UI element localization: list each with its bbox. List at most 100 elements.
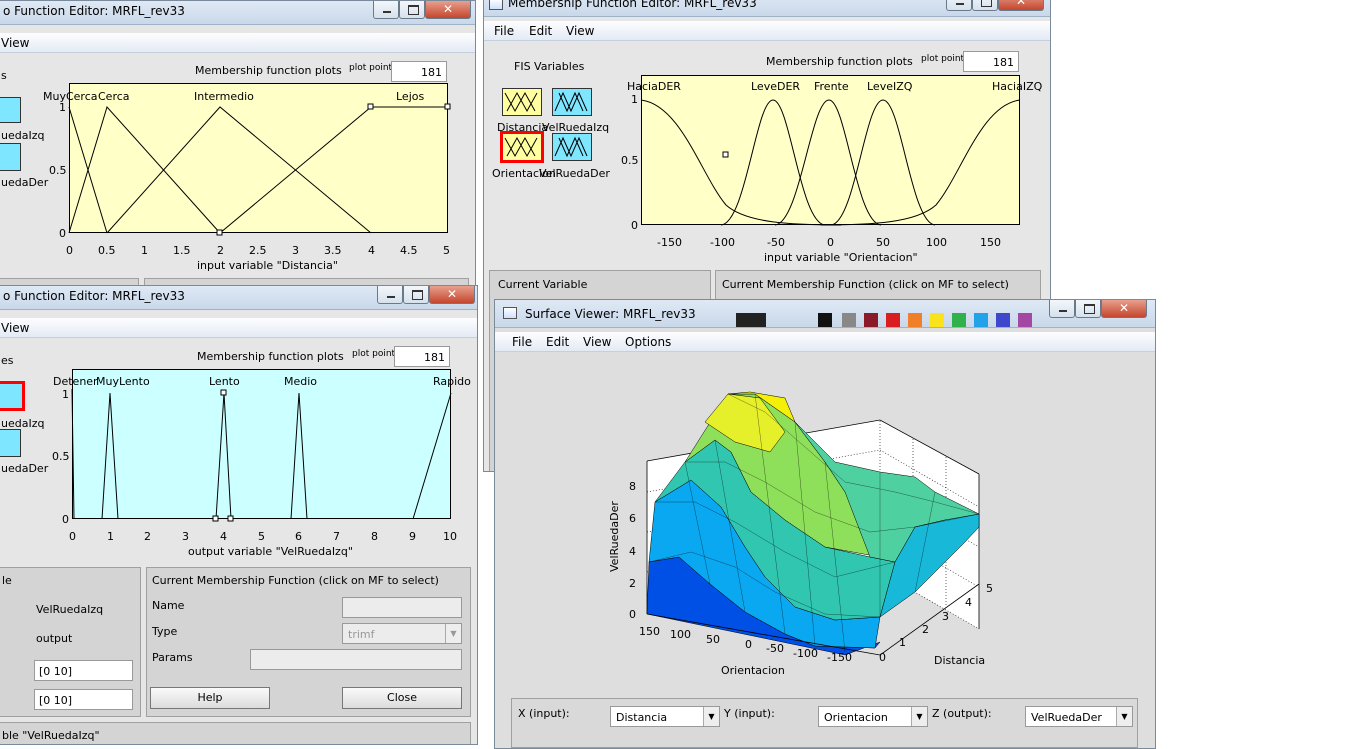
mf-plot-distancia[interactable]	[69, 83, 448, 233]
x-input-value: Distancia	[616, 711, 668, 724]
tri-mf-icon	[504, 136, 538, 158]
x-tick: -100	[710, 236, 735, 249]
mf-label-muylento[interactable]: MuyLento	[96, 375, 150, 388]
color-swatch	[996, 313, 1010, 327]
z-tick: 6	[629, 512, 636, 525]
mf-label-detener[interactable]: Detener	[53, 375, 98, 388]
mf-label-medio[interactable]: Medio	[284, 375, 318, 388]
var-icon-velruedaizq[interactable]	[552, 88, 592, 116]
minimize-button[interactable]	[946, 0, 972, 11]
y-input-label: Y (input):	[724, 707, 775, 720]
close-window-button[interactable]: ✕	[1101, 300, 1147, 318]
mf-label-lejos[interactable]: Lejos	[396, 90, 425, 103]
var-label-orientacion: Orientacion	[492, 167, 556, 180]
menu-bar: File Edit View Options	[495, 332, 1155, 352]
menu-file[interactable]: File	[512, 335, 533, 349]
plot-points-input[interactable]: 181	[394, 346, 450, 367]
mf-icon-velruedaizq-selected[interactable]	[0, 381, 25, 411]
z-output-label: Z (output):	[932, 707, 992, 720]
mf-label-haciaizq[interactable]: HaciaIZQ	[992, 80, 1043, 93]
x-tick: 9	[409, 530, 416, 543]
x-tick: 4	[220, 530, 227, 543]
y-tick: 1	[62, 388, 69, 401]
y-input-select[interactable]: Orientacion ▼	[818, 706, 928, 727]
mf-label-cerca[interactable]: Cerca	[98, 90, 130, 103]
mf-label-haciader[interactable]: HaciaDER	[627, 80, 681, 93]
mf-label-leveizq[interactable]: LeveIZQ	[867, 80, 913, 93]
name-label: Name	[152, 599, 185, 612]
title-bar[interactable]: Membership Function Editor: MRFL_rev33	[484, 0, 1050, 17]
maximize-button[interactable]	[972, 0, 998, 11]
menu-bar: View	[0, 33, 475, 53]
close-window-button[interactable]: ✕	[425, 1, 471, 19]
mf-label-frente[interactable]: Frente	[814, 80, 849, 93]
minimize-button[interactable]	[373, 1, 399, 19]
x-tick: 0	[745, 638, 752, 651]
menu-file[interactable]: File	[494, 24, 515, 38]
mf-type-select[interactable]: trimf ▼	[342, 623, 462, 644]
close-button[interactable]: Close	[342, 687, 462, 709]
y-tick: 0.5	[52, 450, 70, 463]
z-tick: 2	[629, 577, 636, 590]
x-tick: 50	[876, 236, 890, 249]
var-icon-velruedader[interactable]	[552, 133, 592, 161]
maximize-button[interactable]	[1075, 300, 1101, 318]
surface-plot[interactable]	[495, 352, 1155, 692]
var-icon-distancia[interactable]	[502, 88, 542, 116]
plot-points-input[interactable]: 181	[963, 51, 1019, 72]
mf-params-input[interactable]	[250, 649, 462, 670]
tri-mf-icon	[554, 91, 588, 113]
color-swatch	[842, 313, 856, 327]
window-title: Surface Viewer: MRFL_rev33	[525, 307, 696, 321]
menu-edit[interactable]: Edit	[529, 24, 553, 38]
window-title: o Function Editor: MRFL_rev33	[3, 4, 185, 18]
chevron-down-icon: ▼	[703, 707, 719, 726]
x-tick: 6	[295, 530, 302, 543]
x-input-label: X (input):	[518, 707, 570, 720]
color-swatch	[864, 313, 878, 327]
fis-variables-label: es	[1, 354, 14, 367]
menu-bar: View	[0, 318, 477, 338]
menu-edit[interactable]: Edit	[546, 335, 570, 349]
help-button[interactable]: Help	[150, 687, 270, 709]
mf-label-intermedio[interactable]: Intermedio	[194, 90, 254, 103]
current-variable-name: VelRuedaIzq	[36, 603, 104, 616]
x-tick: 150	[980, 236, 1001, 249]
mf-label-leveder[interactable]: LeveDER	[751, 80, 801, 93]
display-range-input[interactable]: [0 10]	[34, 689, 133, 710]
x-tick: 0	[827, 236, 834, 249]
menu-view[interactable]: View	[566, 24, 595, 38]
z-output-select[interactable]: VelRuedaDer ▼	[1025, 706, 1133, 727]
x-tick: 8	[371, 530, 378, 543]
maximize-button[interactable]	[399, 1, 425, 19]
chevron-down-icon: ▼	[1116, 707, 1132, 726]
range-input[interactable]: [0 10]	[34, 660, 133, 681]
menu-bar: File Edit View	[484, 21, 1050, 41]
mf-icon-velruedader[interactable]	[0, 429, 21, 457]
color-swatch	[930, 313, 944, 327]
x-axis-label: input variable "Orientacion"	[764, 251, 918, 264]
mf-label-rapido[interactable]: Rapido	[433, 375, 471, 388]
minimize-button[interactable]	[377, 286, 403, 304]
tri-mf-icon	[554, 136, 588, 158]
color-swatch	[952, 313, 966, 327]
menu-options[interactable]: Options	[625, 335, 672, 349]
maximize-button[interactable]	[403, 286, 429, 304]
x-input-select[interactable]: Distancia ▼	[610, 706, 720, 727]
mf-icon-velruedader[interactable]	[0, 143, 21, 171]
mf-label-muycerca[interactable]: MuyCerca	[43, 90, 98, 103]
menu-view[interactable]: View	[1, 36, 30, 50]
color-swatch	[974, 313, 988, 327]
minimize-button[interactable]	[1049, 300, 1075, 318]
mf-name-input[interactable]	[342, 597, 462, 618]
menu-view[interactable]: View	[1, 321, 30, 335]
close-window-button[interactable]: ✕	[429, 286, 475, 304]
close-window-button[interactable]: ✕	[998, 0, 1044, 11]
var-icon-orientacion-selected[interactable]	[500, 131, 544, 163]
menu-view[interactable]: View	[583, 335, 612, 349]
plot-points-input[interactable]: 181	[391, 61, 447, 82]
mf-icon-velruedaizq[interactable]	[0, 97, 21, 123]
plot-points-label: plot points	[921, 54, 969, 64]
status-bar: ble "VelRuedaIzq"	[0, 722, 471, 744]
mf-label-lento[interactable]: Lento	[209, 375, 240, 388]
